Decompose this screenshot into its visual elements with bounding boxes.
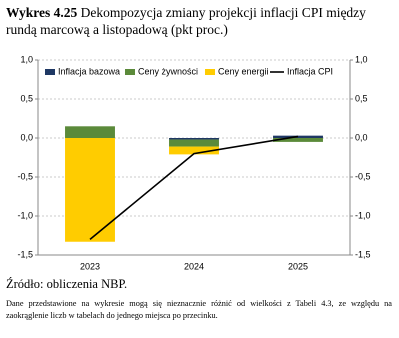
note: Dane przedstawione na wykresie mogą się … bbox=[6, 299, 392, 320]
y2-tick-label: -1,0 bbox=[355, 210, 371, 220]
bar bbox=[169, 139, 219, 147]
x-tick-label: 2025 bbox=[288, 261, 308, 271]
chart-label: Wykres 4.25 bbox=[6, 5, 78, 20]
y2-tick-label: 0,5 bbox=[355, 93, 368, 103]
title-block: Wykres 4.25 Dekompozycja zmiany projekcj… bbox=[6, 4, 391, 38]
bar bbox=[169, 146, 219, 155]
x-tick-label: 2024 bbox=[184, 261, 204, 271]
legend-label: Ceny energii bbox=[218, 66, 269, 76]
y-tick-label: 1,0 bbox=[20, 54, 33, 64]
bar bbox=[273, 138, 323, 142]
x-tick-label: 2023 bbox=[80, 261, 100, 271]
y-tick-label: -0,5 bbox=[17, 171, 33, 181]
legend-swatch bbox=[45, 69, 55, 75]
y2-tick-label: 0,0 bbox=[355, 132, 368, 142]
y2-tick-label: -1,5 bbox=[355, 249, 371, 259]
bar bbox=[65, 138, 115, 242]
y-tick-label: 0,5 bbox=[20, 93, 33, 103]
legend-label: Inflacja bazowa bbox=[58, 66, 120, 76]
bar bbox=[65, 126, 115, 138]
legend-box bbox=[40, 65, 345, 79]
legend-swatch bbox=[125, 69, 135, 75]
y2-tick-label: -0,5 bbox=[355, 171, 371, 181]
legend-swatch bbox=[205, 69, 215, 75]
y-tick-label: -1,5 bbox=[17, 249, 33, 259]
source: Źródło: obliczenia NBP. bbox=[6, 277, 128, 291]
bar bbox=[169, 138, 219, 140]
legend-label: Ceny żywności bbox=[138, 66, 198, 76]
y-tick-label: 0,0 bbox=[20, 132, 33, 142]
y-tick-label: -1,0 bbox=[17, 210, 33, 220]
y2-tick-label: 1,0 bbox=[355, 54, 368, 64]
line bbox=[89, 135, 299, 241]
chart: 1,0 0,5 0,0 -0,5 -1,0 -1,5 1,0 0,5 0,0 -0,5 -1,0 -1… bbox=[17, 54, 371, 271]
chart-title: Dekompozycja zmiany projekcji inflacji C… bbox=[6, 5, 366, 37]
legend-label: Inflacja CPI bbox=[287, 66, 333, 76]
